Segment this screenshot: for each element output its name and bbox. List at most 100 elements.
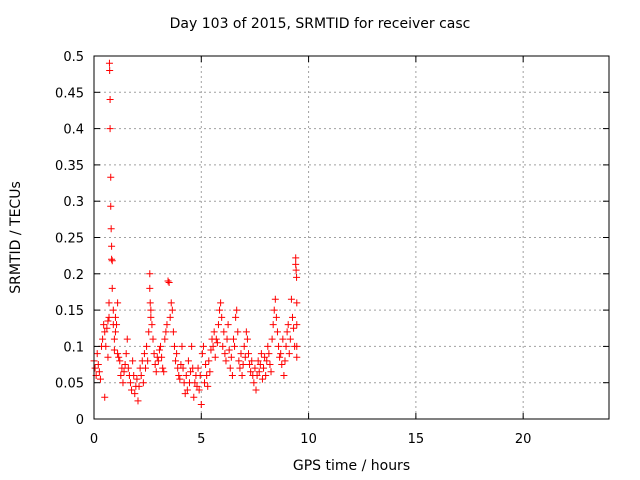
data-point [107,202,115,210]
data-point [143,342,151,350]
y-tick-label: 0.2 [63,268,84,283]
data-point [120,368,128,376]
data-point [234,328,242,336]
data-point [128,386,136,394]
data-point [245,350,252,358]
data-point [277,350,285,358]
data-point [254,357,262,365]
data-point [242,328,250,336]
data-point [188,342,196,350]
data-point [262,371,270,379]
data-point [164,277,172,285]
data-point [107,225,115,233]
x-tick-labels: 0 5 10 15 20 [90,432,532,447]
data-point [140,350,148,358]
data-point [147,313,155,321]
data-point [220,328,228,336]
data-point [222,357,230,365]
data-point [229,335,237,343]
y-tick-labels: 0 0.05 0.1 0.15 0.2 0.25 0.3 0.35 0.4 0.45 0.5 [55,50,84,428]
data-point [211,353,219,361]
data-point [201,379,209,387]
plot-frame [93,55,610,420]
data-point [114,299,122,307]
data-point [292,266,300,274]
data-point [221,350,229,358]
data-point [145,328,153,336]
y-axis-label: SRMTID / TECUs [8,181,24,294]
data-point [214,321,222,329]
data-point [206,368,214,376]
data-point [96,375,104,383]
data-point [142,364,149,372]
x-tick-label: 15 [408,432,425,447]
data-point [197,400,205,408]
data-point [105,59,113,67]
data-point [176,375,184,383]
data-point [166,313,174,321]
data-point [108,257,116,265]
data-point [146,270,154,278]
data-point [231,342,239,350]
data-point [108,284,116,292]
data-point [228,371,236,379]
data-point [288,313,296,321]
data-point [282,342,290,350]
data-point [283,328,291,336]
data-points [90,59,301,408]
data-point [163,321,171,329]
data-point [105,299,113,307]
data-point [93,350,101,358]
data-point [157,342,165,350]
x-tick-label: 0 [90,432,98,447]
data-point [101,328,109,336]
data-point [187,368,195,376]
data-point [108,242,116,250]
data-point [95,368,103,376]
data-point [170,342,178,350]
data-point [104,353,112,361]
data-point [168,306,176,314]
data-point [225,346,233,354]
y-tick-label: 0.45 [55,86,84,101]
data-point [175,371,183,379]
data-point [257,350,265,358]
data-point [286,335,294,343]
data-point [106,67,114,75]
data-point [169,328,177,336]
data-point [233,306,241,314]
data-point [279,335,287,343]
data-point [252,386,260,394]
data-point [269,321,277,329]
data-point [272,313,280,321]
data-point [196,371,204,379]
data-point [281,357,289,365]
data-point [110,346,118,354]
data-point [266,361,274,369]
data-point [190,393,198,401]
data-point [246,361,254,369]
data-point [162,328,170,336]
y-tick-label: 0.15 [55,304,84,319]
data-point [111,328,119,336]
data-point [146,284,154,292]
data-point [195,386,203,394]
data-point [241,353,249,361]
data-point [116,357,124,365]
data-point [178,342,186,350]
data-point [285,350,293,358]
data-point [113,321,121,329]
data-point [205,357,213,365]
grid-lines [94,56,609,419]
data-point [202,361,210,369]
data-point [193,382,201,390]
data-point [261,353,269,361]
data-point [108,255,116,263]
data-point [104,317,112,325]
data-point [106,125,114,133]
data-point [219,342,227,350]
data-point [210,328,218,336]
data-point [144,357,152,365]
data-point [273,328,281,336]
